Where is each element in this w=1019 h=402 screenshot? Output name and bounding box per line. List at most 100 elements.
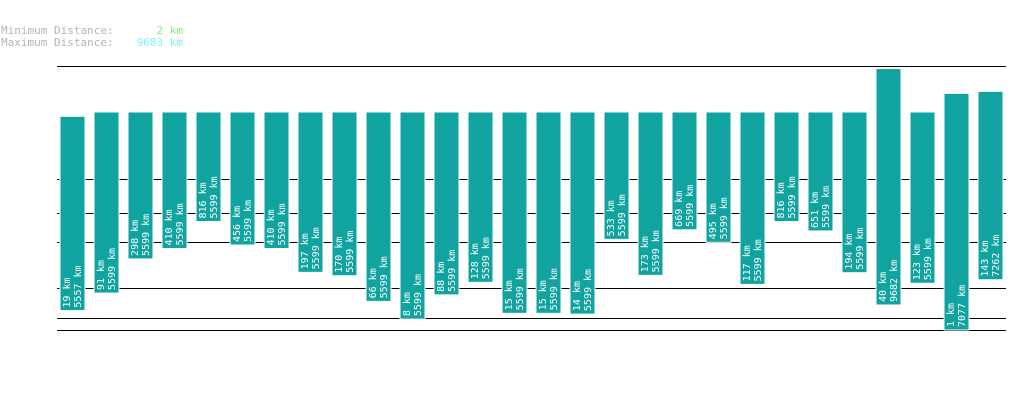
bar-item: 8 km 5599 km	[399, 111, 426, 320]
bar-item: 533 km 5599 km	[603, 111, 630, 240]
bar-item: 816 km 5599 km	[773, 111, 800, 223]
bar-low-label: 19 km	[62, 277, 73, 307]
bar-high-label: 5599 km	[447, 250, 458, 292]
range-bar	[671, 111, 698, 231]
bar-low-label: 8 km	[402, 292, 413, 316]
range-bar	[501, 111, 528, 314]
bar-low-label: 117 km	[742, 245, 753, 281]
bar-high-label: 5599 km	[753, 239, 764, 281]
bar-low-label: 456 km	[232, 206, 243, 242]
bar-low-label: 410 km	[164, 209, 175, 245]
bar-low-label: 14 km	[572, 281, 583, 311]
range-bar	[943, 92, 970, 331]
range-bar	[263, 111, 290, 249]
bar-low-label: 15 km	[504, 280, 515, 310]
bar-high-label: 5599 km	[243, 200, 254, 242]
bar-item: 128 km 5599 km	[467, 111, 494, 283]
reference-lines	[57, 66, 1006, 331]
bar-high-label: 7077 km	[957, 285, 968, 327]
bar-item: 410 km 5599 km	[161, 111, 188, 249]
bar-high-label: 5599 km	[583, 269, 594, 311]
range-bar	[161, 111, 188, 249]
bar-item: 456 km 5599 km	[229, 111, 256, 246]
bar-item: 117 km 5599 km	[739, 111, 766, 285]
bar-item: 15 km 5599 km	[501, 111, 528, 314]
range-bar	[875, 68, 902, 306]
bar-high-label: 5599 km	[141, 214, 152, 256]
range-bar	[535, 111, 562, 314]
range-bar	[229, 111, 256, 246]
bar-low-label: 143 km	[980, 241, 991, 277]
range-bar	[773, 111, 800, 223]
bar-low-label: 410 km	[266, 209, 277, 245]
bar-high-label: 5599 km	[277, 203, 288, 245]
min-distance-row: Minimum Distance: 2 km	[1, 25, 183, 37]
range-bar	[739, 111, 766, 285]
bar-low-label: 816 km	[198, 182, 209, 218]
bar-high-label: 5557 km	[73, 265, 84, 307]
bar-high-label: 5599 km	[345, 231, 356, 273]
range-bar	[807, 111, 834, 232]
max-distance-label: Maximum Distance:	[1, 36, 114, 49]
bar-item: 170 km 5599 km	[331, 111, 358, 277]
bar-item: 816 km 5599 km	[195, 111, 222, 223]
bar-high-label: 5599 km	[107, 248, 118, 290]
bar-item: 197 km 5599 km	[297, 111, 324, 273]
bar-low-label: 91 km	[96, 260, 107, 290]
range-bar	[433, 111, 460, 296]
bar-item: 143 km 7262 km	[977, 90, 1004, 281]
bar-item: 14 km 5599 km	[569, 111, 596, 315]
bar-low-label: 651 km	[810, 192, 821, 228]
bar-item: 669 km 5599 km	[671, 111, 698, 231]
bar-low-label: 88 km	[436, 262, 447, 292]
range-bar	[705, 111, 732, 243]
bar-item: 19 km 5557 km	[59, 115, 86, 312]
bar-low-label: 128 km	[470, 243, 481, 279]
bar-item: 410 km 5599 km	[263, 111, 290, 249]
bar-item: 88 km 5599 km	[433, 111, 460, 296]
min-distance-value: 2 km	[156, 24, 184, 37]
bar-high-label: 5599 km	[515, 268, 526, 310]
bar-high-label: 5599 km	[379, 256, 390, 298]
bar-low-label: 170 km	[334, 237, 345, 273]
bar-low-label: 1 km	[946, 303, 957, 327]
bar-low-label: 533 km	[606, 200, 617, 236]
bar-low-label: 40 km	[878, 272, 889, 302]
bar-high-label: 5599 km	[651, 230, 662, 272]
range-bar	[467, 111, 494, 283]
bar-low-label: 816 km	[776, 182, 787, 218]
bar-high-label: 5599 km	[685, 185, 696, 227]
bar-low-label: 669 km	[674, 191, 685, 227]
bar-high-label: 5599 km	[175, 203, 186, 245]
bar-high-label: 9682 km	[889, 260, 900, 302]
bar-item: 298 km 5599 km	[127, 111, 154, 260]
bar-item: 15 km 5599 km	[535, 111, 562, 314]
range-bar	[909, 111, 936, 284]
bar-high-label: 5599 km	[549, 268, 560, 310]
range-bar	[93, 111, 120, 294]
range-bar	[569, 111, 596, 315]
range-bar	[399, 111, 426, 320]
range-bar	[297, 111, 324, 273]
bar-high-label: 5599 km	[311, 227, 322, 269]
range-bar	[195, 111, 222, 223]
min-distance-label: Minimum Distance:	[1, 24, 114, 37]
range-bar	[331, 111, 358, 277]
bar-high-label: 5599 km	[617, 194, 628, 236]
max-distance-value: 9683 km	[136, 36, 183, 49]
bar-high-label: 5599 km	[481, 237, 492, 279]
bar-high-label: 5599 km	[719, 197, 730, 239]
bar-item: 40 km 9682 km	[875, 68, 902, 306]
bar-item: 91 km 5599 km	[93, 111, 120, 294]
range-bar	[603, 111, 630, 240]
bar-item: 1 km 7077 km	[943, 92, 970, 331]
bar-item: 651 km 5599 km	[807, 111, 834, 232]
bar-low-label: 298 km	[130, 220, 141, 256]
bar-low-label: 123 km	[912, 244, 923, 280]
bar-high-label: 5599 km	[855, 228, 866, 270]
bar-item: 66 km 5599 km	[365, 111, 392, 302]
range-bar	[637, 111, 664, 276]
bar-item: 173 km 5599 km	[637, 111, 664, 276]
